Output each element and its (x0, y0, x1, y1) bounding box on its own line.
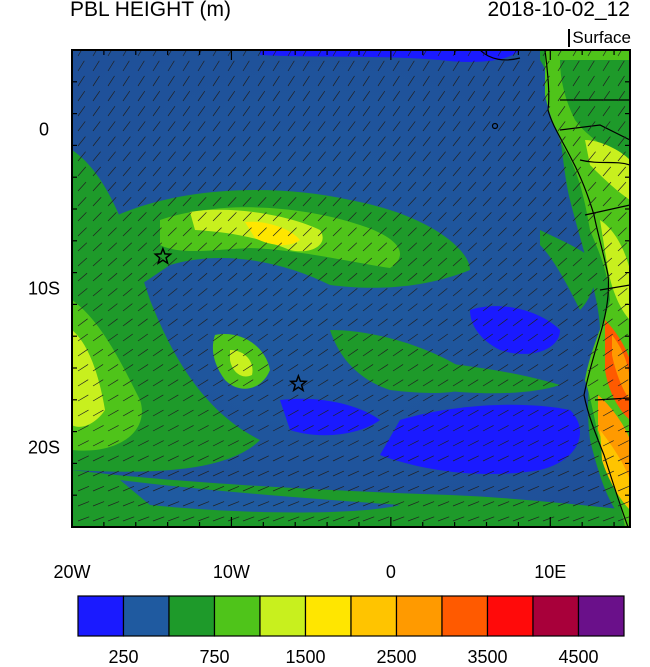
map-title: PBL HEIGHT (m) (70, 0, 232, 21)
colorbar-label: 1500 (285, 647, 325, 667)
colorbar-swatch (168, 595, 216, 637)
colorbar-swatch (122, 595, 170, 637)
colorbar-swatch (213, 595, 261, 637)
valid-datetime: 2018-10-02_12 (487, 0, 630, 21)
x-tick-label: 10W (213, 562, 250, 582)
colorbar-label: 3500 (467, 647, 507, 667)
wind-barbs (77, 50, 630, 522)
colorbar-label: 2500 (376, 647, 416, 667)
colorbar-label: 4500 (558, 647, 598, 667)
pbl-field (72, 50, 630, 527)
colorbar-labels: 250 750 1500 2500 3500 4500 (108, 647, 598, 667)
colorbar-swatch (441, 595, 489, 637)
colorbar-swatch (259, 595, 307, 637)
axis-ticks (71, 49, 630, 528)
colorbar-swatch (577, 595, 625, 637)
x-tick-label: 10E (534, 562, 566, 582)
colorbar-swatch (395, 595, 443, 637)
colorbar-swatch (486, 595, 534, 637)
y-tick-label: 10S (28, 279, 60, 299)
colorbar-swatch (532, 595, 580, 637)
colorbar-swatch (77, 595, 125, 637)
star-marker-2 (288, 373, 308, 393)
colorbar-swatch (304, 595, 352, 637)
map-frame (71, 49, 631, 528)
colorbar-label: 250 (108, 647, 138, 667)
colorbar (77, 595, 625, 637)
star-marker-1 (153, 246, 173, 265)
y-tick-label: 0 (39, 120, 49, 140)
colorbar-label: 750 (199, 647, 229, 667)
y-tick-label: 20S (28, 438, 60, 458)
station-markers (153, 246, 308, 393)
colorbar-swatch (350, 595, 398, 637)
x-tick-label: 0 (386, 562, 396, 582)
vertical-level-label: Surface (568, 29, 631, 47)
x-tick-label: 20W (53, 562, 90, 582)
axis-tick-labels: 20W 10W 0 10E 0 10S 20S (28, 120, 566, 583)
